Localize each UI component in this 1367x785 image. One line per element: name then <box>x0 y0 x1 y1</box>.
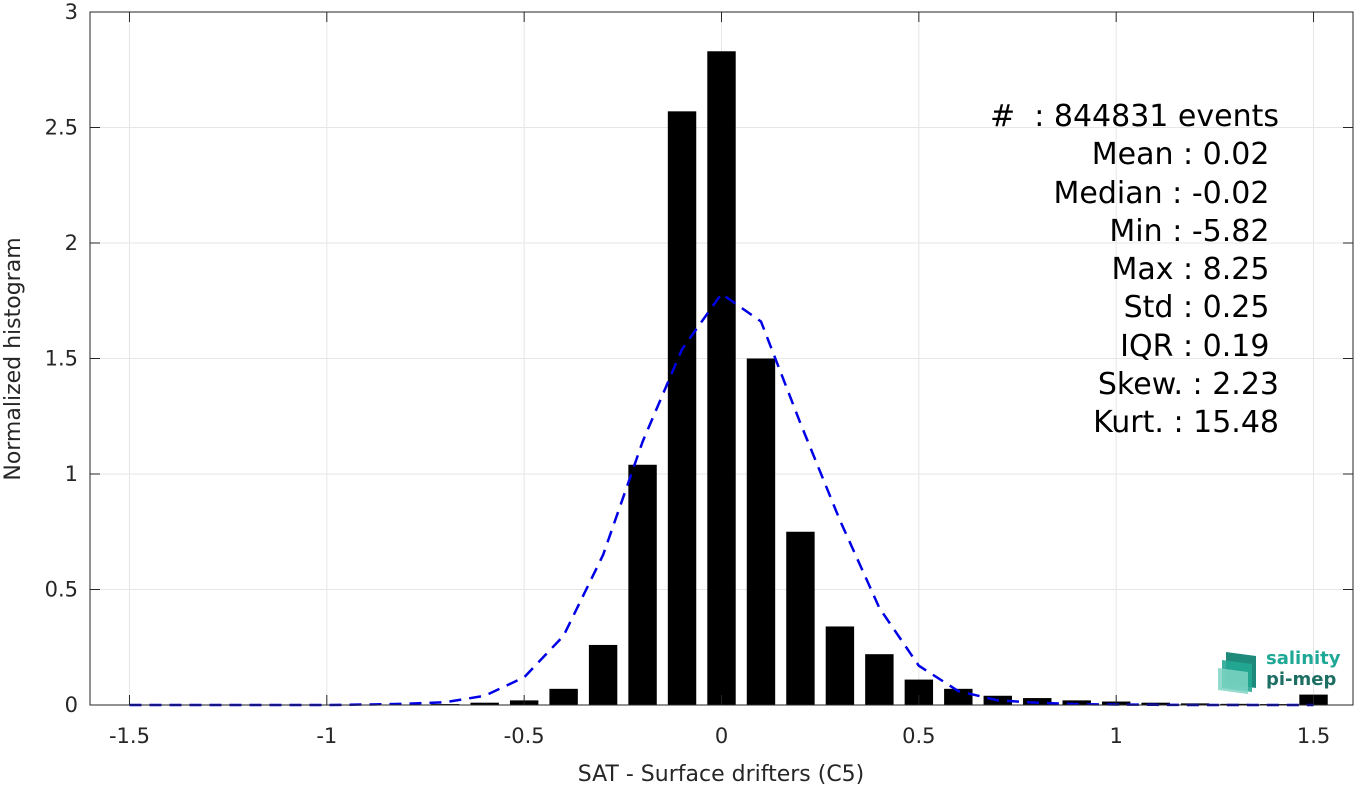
histogram-bars <box>115 51 1328 706</box>
x-tick-label: 1 <box>1110 724 1123 748</box>
stat-mean: Mean : 0.02 <box>1091 137 1279 173</box>
histogram-bar <box>588 644 618 705</box>
x-axis-label: SAT - Surface drifters (C5) <box>578 762 865 785</box>
histogram-bar <box>865 654 894 705</box>
axes-box <box>89 11 1354 706</box>
logo-text-pimep: pi-mep <box>1266 669 1337 690</box>
x-tick-label: -1 <box>316 724 337 748</box>
y-tick-label: 1 <box>65 462 78 486</box>
histogram-bar <box>667 111 697 705</box>
stat-min: Min : -5.82 <box>1109 213 1279 249</box>
stat-max: Max : 8.25 <box>1111 252 1279 288</box>
logo-text-salinity: salinity <box>1266 648 1341 669</box>
y-tick-label: 0 <box>65 693 78 717</box>
stat-iqr: IQR : 0.19 <box>1120 328 1279 364</box>
histogram-bar <box>1062 700 1091 705</box>
y-tick-label: 1.5 <box>45 347 78 371</box>
histogram-bar <box>786 531 815 705</box>
histogram-bar <box>470 702 499 705</box>
stat-events: # : 844831 events <box>990 99 1279 134</box>
x-tick-label: -0.5 <box>504 724 545 748</box>
y-tick-label: 0.5 <box>45 578 78 602</box>
y-tick-label: 2.5 <box>45 116 78 140</box>
y-tick-label: 2 <box>65 231 78 255</box>
stat-skew: Skew. : 2.23 <box>1097 367 1279 403</box>
salinity-pimep-logo: salinity pi-mep <box>1218 648 1348 696</box>
x-tick-label: 1.5 <box>1297 724 1330 748</box>
histogram-bar <box>549 688 578 705</box>
tick-labels: -1.5 -1 -0.5 0 0.5 1 1.5 0 0.5 1 1.5 2 2.5 3 <box>45 0 1331 748</box>
stat-median: Median : -0.02 <box>1053 175 1279 211</box>
histogram-bar <box>628 464 657 705</box>
stat-std: Std : 0.25 <box>1123 290 1279 326</box>
histogram-bar <box>825 626 855 705</box>
statistics-box: # : 844831 events Mean : 0.02 Median : -… <box>990 98 1279 443</box>
x-tick-label: 0.5 <box>902 724 935 748</box>
x-tick-label: -1.5 <box>109 724 150 748</box>
x-tick-label: 0 <box>715 724 728 748</box>
histogram-bar <box>746 358 776 705</box>
y-tick-label: 3 <box>65 0 78 24</box>
logo-waves-icon <box>1218 652 1256 694</box>
y-axis-label: Normalized histogram <box>1 237 26 480</box>
histogram-bar <box>944 688 973 705</box>
histogram-bar <box>707 51 736 705</box>
stat-kurt: Kurt. : 15.48 <box>1093 405 1279 441</box>
